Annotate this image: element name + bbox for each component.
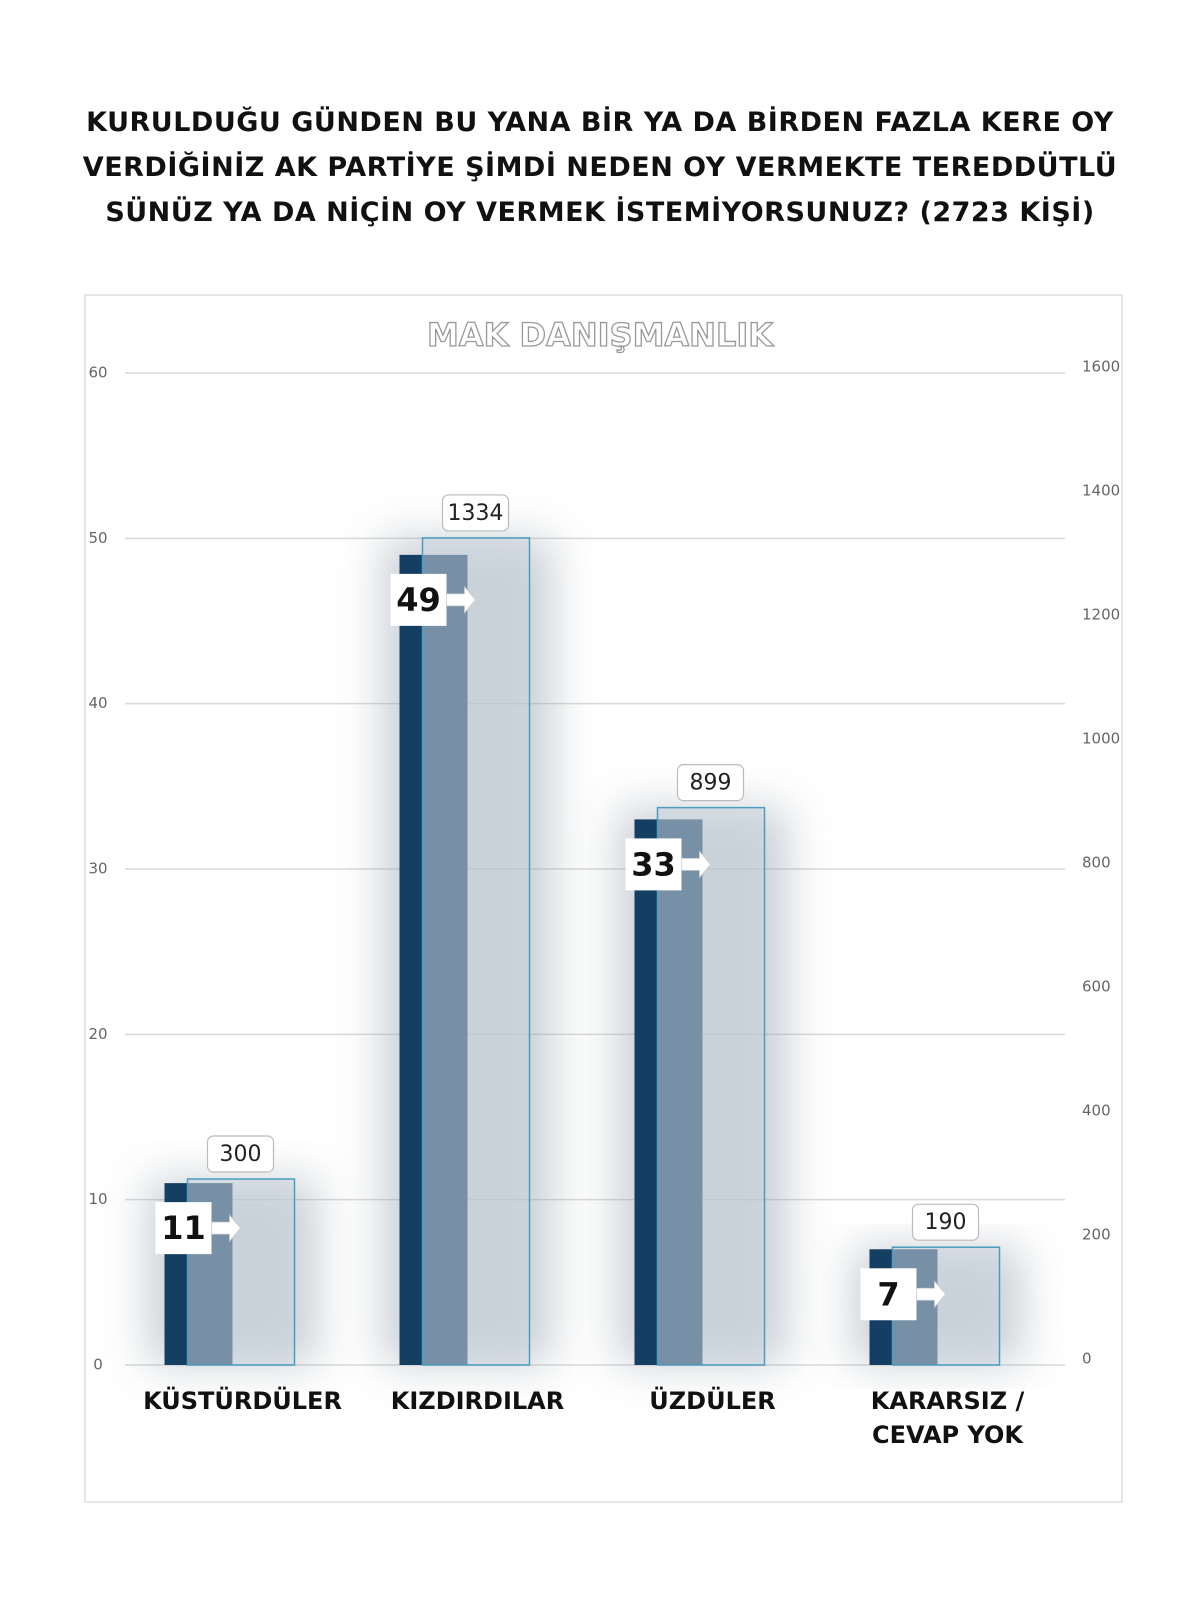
y2-tick-label: 600 xyxy=(1082,978,1111,996)
y2-tick-label: 1000 xyxy=(1082,730,1120,748)
value-label-arrow xyxy=(446,585,477,614)
value-label-box xyxy=(911,1203,980,1241)
value-label-box xyxy=(390,573,447,626)
y-tick-label: 50 xyxy=(88,529,107,547)
y-tick-label: 0 xyxy=(93,1356,103,1374)
value-label: 7 xyxy=(877,1275,899,1313)
value-label-box xyxy=(206,1135,275,1173)
y-tick-label: 10 xyxy=(88,1190,107,1208)
value-label: 49 xyxy=(396,581,441,619)
bar xyxy=(421,537,531,1366)
y2-tick-label: 200 xyxy=(1082,1226,1111,1244)
y-tick-label: 20 xyxy=(88,1025,107,1043)
y-tick-label: 40 xyxy=(88,694,107,712)
value-label-arrow xyxy=(681,850,712,879)
value-label: 11 xyxy=(161,1209,206,1247)
y2-tick-label: 0 xyxy=(1082,1350,1092,1368)
value-label-box xyxy=(155,1202,212,1255)
value-label-box xyxy=(676,764,745,802)
y-tick-label: 60 xyxy=(88,364,107,382)
x-tick-label: KARARSIZ / CEVAP YOK xyxy=(870,1387,1025,1449)
x-tick-label: KÜSTÜRDÜLER xyxy=(143,1387,342,1415)
chart-subtitle: MAK DANIŞMANLIK xyxy=(427,316,774,354)
y2-tick-label: 1400 xyxy=(1082,482,1120,500)
x-tick-label: ÜZDÜLER xyxy=(649,1387,776,1415)
value-label: 300 xyxy=(220,1142,262,1167)
value-label-box xyxy=(860,1268,917,1321)
y2-tick-label: 1200 xyxy=(1082,606,1120,624)
value-label-arrow xyxy=(211,1214,242,1243)
bar xyxy=(656,806,766,1366)
value-label-arrow xyxy=(916,1280,947,1309)
y2-tick-label: 800 xyxy=(1082,854,1111,872)
chart-title: KURULDUĞU GÜNDEN BU YANA BİR YA DA BİRDE… xyxy=(82,107,1118,228)
value-label: 190 xyxy=(925,1210,967,1235)
value-label-box xyxy=(441,494,510,532)
value-label: 1334 xyxy=(448,501,504,526)
value-label-box xyxy=(625,838,682,891)
y-tick-label: 30 xyxy=(88,860,107,878)
x-tick-label: KIZDIRDILAR xyxy=(390,1387,565,1415)
value-label: 33 xyxy=(631,845,676,883)
value-label: 899 xyxy=(690,771,732,796)
y2-tick-label: 400 xyxy=(1082,1102,1111,1120)
y2-tick-label: 1600 xyxy=(1082,358,1120,376)
